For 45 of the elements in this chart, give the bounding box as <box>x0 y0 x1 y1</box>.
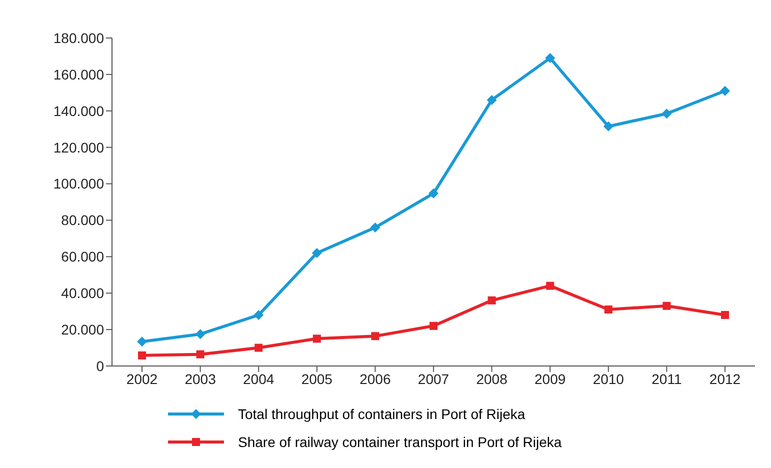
point <box>196 350 204 358</box>
point <box>137 336 147 347</box>
point <box>720 86 730 96</box>
x-tick-label: 2007 <box>418 370 450 387</box>
point <box>604 306 612 314</box>
point <box>195 329 206 340</box>
point <box>428 188 438 198</box>
y-tick-label: 100.000 <box>53 176 104 192</box>
point <box>721 310 729 319</box>
point <box>254 344 263 352</box>
y-tick-label: 80.000 <box>61 212 104 228</box>
y-tick-label: 120.000 <box>53 139 104 156</box>
x-tick-label: 2011 <box>652 370 682 387</box>
x-tick-label: 2006 <box>360 370 391 387</box>
legend-label: Total throughput of containers in Port of Rijeka <box>238 406 526 422</box>
point <box>603 121 614 132</box>
point <box>662 108 672 119</box>
x-tick-label: 2009 <box>534 370 566 387</box>
point <box>545 53 556 64</box>
point <box>486 94 497 105</box>
point <box>662 302 671 310</box>
legend-label: Share of railway container transport in Port of Rijeka <box>238 434 562 450</box>
y-tick-label: 140.000 <box>53 102 104 119</box>
y-tick-label: 60.000 <box>61 248 104 265</box>
y-tick-label: 0 <box>96 358 104 374</box>
x-tick-label: 2003 <box>184 370 216 387</box>
point <box>546 282 554 290</box>
x-tick-label: 2002 <box>126 370 158 387</box>
point <box>430 322 438 330</box>
y-tick-label: 160.000 <box>53 66 104 82</box>
point <box>138 351 146 360</box>
y-tick-label: 40.000 <box>61 285 104 302</box>
y-tick-label: 20.000 <box>61 322 104 338</box>
point <box>254 310 264 320</box>
point <box>312 334 321 343</box>
x-tick-label: 2010 <box>592 370 624 387</box>
y-tick-label: 180.000 <box>53 30 104 46</box>
x-tick-label: 2008 <box>476 370 508 387</box>
x-tick-label: 2005 <box>301 370 333 387</box>
x-tick-label: 2012 <box>709 370 741 387</box>
point <box>371 332 380 340</box>
x-tick-label: 2004 <box>243 370 274 387</box>
point <box>312 248 322 258</box>
point <box>488 296 496 304</box>
point <box>370 222 380 233</box>
